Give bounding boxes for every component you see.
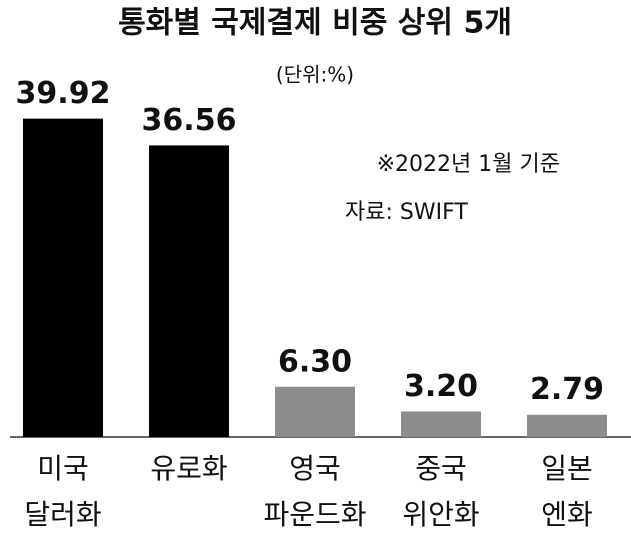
chart-title: 통화별 국제결제 비중 상위 5개	[118, 6, 512, 41]
x-tick-label: 유로화	[150, 452, 227, 485]
value-label: 39.92	[16, 76, 111, 111]
bar	[275, 386, 355, 437]
x-tick-label: 일본	[541, 452, 593, 485]
value-label: 6.30	[278, 344, 352, 379]
subtitle: (단위:%)	[276, 63, 354, 87]
bar	[23, 118, 103, 437]
x-tick-label: 위안화	[402, 498, 479, 531]
value-label: 36.56	[142, 103, 237, 138]
bar	[401, 411, 481, 437]
bar	[149, 145, 229, 437]
bar	[527, 414, 607, 437]
x-tick-label: 미국	[37, 452, 89, 485]
x-tick-label: 중국	[415, 452, 467, 485]
annotation: 자료: SWIFT	[345, 200, 468, 225]
x-tick-label: 달러화	[24, 498, 101, 531]
value-label: 3.20	[404, 369, 478, 404]
value-label: 2.79	[530, 372, 604, 407]
x-tick-label: 파운드화	[263, 498, 366, 531]
x-tick-label: 엔화	[541, 498, 593, 531]
annotation: ※2022년 1월 기준	[377, 152, 560, 177]
x-tick-label: 영국	[289, 452, 341, 485]
